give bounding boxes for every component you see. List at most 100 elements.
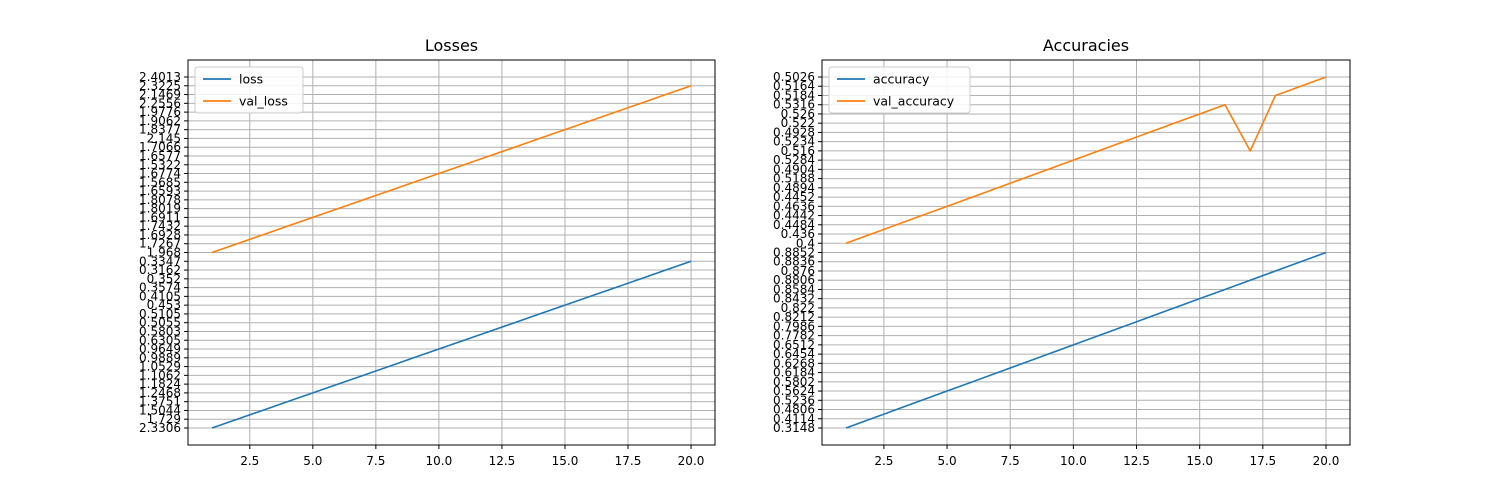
chart-panel-1: 0.31480.41140.48060.52360.56240.58020.61… [773, 36, 1351, 468]
y-tick-label: 0.876 [781, 264, 815, 278]
y-tick-label: 1.6774 [139, 167, 181, 181]
y-tick-label: 0.6454 [773, 347, 815, 361]
y-tick-label: 0.5105 [139, 307, 181, 321]
y-tick-label: 0.9649 [139, 342, 181, 356]
y-tick-label: 1.5044 [139, 403, 181, 417]
x-tick-label: 7.5 [366, 454, 385, 468]
y-tick-label: 0.5234 [773, 135, 815, 149]
y-tick-label: 0.822 [781, 301, 815, 315]
x-tick-label: 17.5 [615, 454, 642, 468]
y-tick-label: 2.145 [147, 131, 181, 145]
y-tick-label: 0.8852 [773, 246, 815, 260]
y-tick-label: 1.5685 [139, 175, 181, 189]
y-tick-label: 0.4442 [773, 209, 815, 223]
y-tick-label: 0.5803 [139, 324, 181, 338]
legend-label: val_accuracy [873, 94, 955, 109]
y-tick-label: 0.4 [796, 236, 815, 250]
x-tick-label: 10.0 [1060, 454, 1087, 468]
legend-label: loss [239, 72, 263, 87]
y-tick-label: 0.6268 [773, 356, 815, 370]
y-tick-label: 1.8377 [139, 123, 181, 137]
y-tick-label: 1.1062 [139, 368, 181, 382]
y-tick-label: 1.7066 [139, 140, 181, 154]
x-tick-label: 12.5 [1123, 454, 1150, 468]
y-tick-label: 0.9889 [139, 351, 181, 365]
y-tick-label: 0.8806 [773, 273, 815, 287]
y-tick-label: 0.8212 [773, 310, 815, 324]
y-tick-label: 0.453 [147, 298, 181, 312]
y-tick-label: 0.4894 [773, 181, 815, 195]
y-tick-label: 0.5316 [773, 98, 815, 112]
y-tick-label: 1.1824 [139, 377, 181, 391]
y-tick-label: 0.436 [781, 227, 815, 241]
y-tick-label: 1.7432 [139, 219, 181, 233]
y-tick-label: 2.3225 [139, 79, 181, 93]
chart-title: Losses [425, 36, 478, 55]
y-tick-label: 0.4484 [773, 218, 815, 232]
y-tick-label: 0.4105 [139, 289, 181, 303]
y-tick-label: 2.4013 [139, 70, 181, 84]
y-tick-label: 0.522 [781, 116, 815, 130]
y-tick-label: 1.729 [147, 412, 181, 426]
y-tick-label: 0.7986 [773, 319, 815, 333]
y-tick-label: 1.6577 [139, 149, 181, 163]
y-tick-label: 0.3162 [139, 263, 181, 277]
y-tick-label: 0.5184 [773, 88, 815, 102]
y-tick-label: 2.3306 [139, 421, 181, 435]
y-tick-label: 0.5802 [773, 375, 815, 389]
y-tick-label: 0.8584 [773, 282, 815, 296]
chart-title: Accuracies [1043, 36, 1129, 55]
y-tick-label: 0.6184 [773, 366, 815, 380]
y-tick-label: 0.4452 [773, 190, 815, 204]
y-tick-label: 0.5055 [139, 316, 181, 330]
y-tick-label: 0.5026 [773, 70, 815, 84]
y-tick-label: 0.516 [781, 144, 815, 158]
y-tick-label: 1.9062 [139, 114, 181, 128]
y-tick-label: 0.5236 [773, 393, 815, 407]
y-tick-label: 0.526 [781, 107, 815, 121]
y-tick-label: 0.8836 [773, 255, 815, 269]
y-tick-label: 0.4636 [773, 199, 815, 213]
y-tick-label: 0.6305 [139, 333, 181, 347]
x-tick-label: 15.0 [1186, 454, 1213, 468]
y-tick-label: 0.5164 [773, 79, 815, 93]
y-tick-label: 1.6593 [139, 184, 181, 198]
y-tick-label: 0.3347 [139, 254, 181, 268]
x-tick-label: 2.5 [240, 454, 259, 468]
y-tick-label: 1.968 [147, 246, 181, 260]
y-tick-label: 0.4928 [773, 125, 815, 139]
x-tick-label: 15.0 [552, 454, 579, 468]
y-tick-label: 1.6911 [139, 210, 181, 224]
y-tick-label: 2.2556 [139, 96, 181, 110]
series-line-accuracy [845, 251, 1327, 429]
y-tick-label: 0.5624 [773, 384, 815, 398]
x-tick-label: 20.0 [1313, 454, 1340, 468]
x-tick-label: 20.0 [678, 454, 705, 468]
plot-frame [821, 59, 1351, 446]
x-tick-label: 12.5 [489, 454, 516, 468]
y-tick-label: 0.3574 [139, 281, 181, 295]
y-tick-label: 0.352 [147, 272, 181, 286]
legend-label: accuracy [873, 72, 930, 87]
y-tick-label: 1.6928 [139, 228, 181, 242]
y-tick-label: 0.4806 [773, 403, 815, 417]
x-tick-label: 5.0 [303, 454, 322, 468]
y-tick-label: 0.5284 [773, 153, 815, 167]
y-tick-label: 0.4114 [773, 412, 815, 426]
x-tick-label: 5.0 [938, 454, 957, 468]
plot-frame [187, 59, 716, 446]
y-tick-label: 0.3148 [773, 421, 815, 435]
y-tick-label: 0.7782 [773, 329, 815, 343]
y-tick-label: 1.9776 [139, 105, 181, 119]
y-tick-label: 1.8078 [139, 193, 181, 207]
y-tick-label: 1.0529 [139, 360, 181, 374]
y-tick-label: 0.8432 [773, 292, 815, 306]
y-tick-label: 2.1469 [139, 88, 181, 102]
x-tick-label: 2.5 [874, 454, 893, 468]
series-line-val-accuracy [845, 76, 1327, 245]
y-tick-label: 1.8019 [139, 202, 181, 216]
series-line-loss [211, 260, 692, 429]
y-tick-label: 1.2468 [139, 386, 181, 400]
y-tick-label: 1.5322 [139, 158, 181, 172]
x-tick-label: 7.5 [1001, 454, 1020, 468]
